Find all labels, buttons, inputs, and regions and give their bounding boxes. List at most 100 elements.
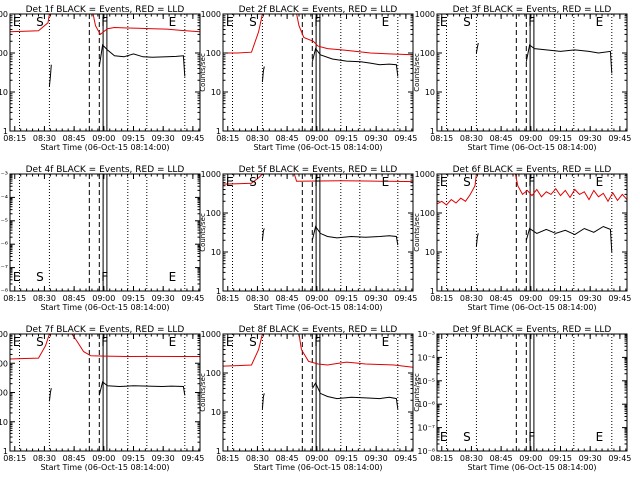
x-tick-label: 09:15 xyxy=(335,454,358,463)
x-tick-label: 08:45 xyxy=(490,294,513,303)
x-tick-label: 09:30 xyxy=(152,294,175,303)
panel-title: Det 2f BLACK = Events, RED = LLD xyxy=(239,5,398,15)
x-tick-label: 09:15 xyxy=(549,134,572,143)
event-marker-label: S xyxy=(463,15,471,29)
x-tick-label: 08:45 xyxy=(63,294,86,303)
events-series-line xyxy=(261,228,265,241)
x-tick-label: 09:00 xyxy=(305,134,328,143)
x-tick-label: 08:15 xyxy=(3,134,26,143)
panel-title: Det 3f BLACK = Events, RED = LLD xyxy=(453,5,612,15)
plot-frame xyxy=(436,173,628,292)
y-tick-label: 10⁻⁶ xyxy=(417,400,435,409)
event-marker-label: E xyxy=(13,270,21,284)
events-series-line xyxy=(475,42,479,54)
y-tick-label: 100 xyxy=(0,49,8,58)
x-tick-label: 09:45 xyxy=(608,454,631,463)
x-axis-label: Start Time (06-Oct-15 08:14:00) xyxy=(253,143,382,152)
x-tick-label: 09:45 xyxy=(181,454,204,463)
y-tick-label: 10⁻³ xyxy=(417,330,435,339)
x-tick-label: 09:30 xyxy=(579,294,602,303)
x-tick-label: 08:45 xyxy=(276,294,299,303)
lld-series-line xyxy=(223,174,263,185)
x-tick-label: 08:15 xyxy=(3,294,26,303)
event-marker-label: F xyxy=(314,175,321,189)
x-tick-label: 09:45 xyxy=(394,454,417,463)
x-tick-label: 09:45 xyxy=(181,294,204,303)
x-axis-label: Start Time (06-Oct-15 08:14:00) xyxy=(40,463,169,472)
x-tick-label: 09:45 xyxy=(394,294,417,303)
panel-title: Det 6f BLACK = Events, RED = LLD xyxy=(453,165,612,175)
y-tick-label: 1 xyxy=(216,127,221,136)
y-tick-label: 1000 xyxy=(415,170,435,179)
y-tick-label: 1000 xyxy=(415,10,435,19)
events-series-line xyxy=(475,233,479,247)
event-marker-label: E xyxy=(382,175,390,189)
events-series-line xyxy=(311,382,399,409)
event-marker-label: E xyxy=(13,15,21,29)
y-tick-label: 100 xyxy=(206,369,221,378)
event-marker-label: E xyxy=(596,175,604,189)
y-tick-label: 100 xyxy=(0,389,8,398)
y-tick-label: 10 xyxy=(211,408,221,417)
x-tick-label: 09:45 xyxy=(181,134,204,143)
x-tick-label: 09:15 xyxy=(122,134,145,143)
event-marker-label: S xyxy=(249,335,257,349)
y-axis-label: Counts/sec xyxy=(199,373,207,412)
events-series-line xyxy=(261,66,265,83)
event-marker-label: F xyxy=(314,335,321,349)
x-tick-label: 09:30 xyxy=(579,454,602,463)
y-tick-label: 1 xyxy=(3,447,8,456)
event-marker-label: E xyxy=(596,15,604,29)
event-marker-label: S xyxy=(36,335,44,349)
panel-title: Det 8f BLACK = Events, RED = LLD xyxy=(239,325,398,335)
x-tick-label: 08:30 xyxy=(33,294,56,303)
lld-series-line xyxy=(293,174,413,183)
y-tick-label: 10 xyxy=(425,88,435,97)
x-tick-label: 09:00 xyxy=(92,134,115,143)
event-marker-label: F xyxy=(528,15,535,29)
y-tick-label: 10⁻⁶ xyxy=(0,240,8,249)
y-tick-label: 1000 xyxy=(0,10,8,19)
y-tick-label: 1 xyxy=(216,287,221,296)
events-series-line xyxy=(525,44,613,74)
y-axis-label: Counts/sec xyxy=(413,213,421,252)
panel-title: Det 4f BLACK = Events, RED = LLD xyxy=(26,165,185,175)
event-marker-label: S xyxy=(36,270,44,284)
event-marker-label: E xyxy=(596,430,604,444)
x-tick-label: 08:45 xyxy=(490,454,513,463)
y-tick-label: 10⁻⁵ xyxy=(0,217,8,226)
x-tick-label: 08:15 xyxy=(430,134,453,143)
x-tick-label: 08:15 xyxy=(216,134,239,143)
x-tick-label: 08:15 xyxy=(216,454,239,463)
x-tick-label: 09:15 xyxy=(549,454,572,463)
x-tick-label: 08:30 xyxy=(460,294,483,303)
x-axis-label: Start Time (06-Oct-15 08:14:00) xyxy=(467,463,596,472)
y-tick-label: 10⁻⁸ xyxy=(417,447,435,456)
plot-frame xyxy=(222,333,414,452)
event-marker-label: S xyxy=(463,175,471,189)
x-tick-label: 08:30 xyxy=(460,134,483,143)
x-tick-label: 09:45 xyxy=(608,294,631,303)
event-marker-label: E xyxy=(440,15,448,29)
event-marker-label: E xyxy=(382,335,390,349)
event-marker-label: E xyxy=(382,15,390,29)
y-tick-label: 10 xyxy=(0,88,8,97)
y-tick-label: 1 xyxy=(430,127,435,136)
x-tick-label: 09:15 xyxy=(122,294,145,303)
event-marker-label: E xyxy=(169,335,177,349)
lld-series-line xyxy=(92,14,200,36)
event-marker-label: F xyxy=(528,430,535,444)
y-tick-label: 10 xyxy=(211,248,221,257)
y-axis-label: Counts/sec xyxy=(199,53,207,92)
x-tick-label: 09:30 xyxy=(152,454,175,463)
x-tick-label: 09:45 xyxy=(394,134,417,143)
y-tick-label: 10 xyxy=(425,248,435,257)
x-tick-label: 08:30 xyxy=(246,134,269,143)
x-tick-label: 09:00 xyxy=(519,294,542,303)
x-tick-label: 08:30 xyxy=(33,134,56,143)
y-axis-label: Counts/sec xyxy=(413,373,421,412)
lld-series-line xyxy=(223,14,263,54)
